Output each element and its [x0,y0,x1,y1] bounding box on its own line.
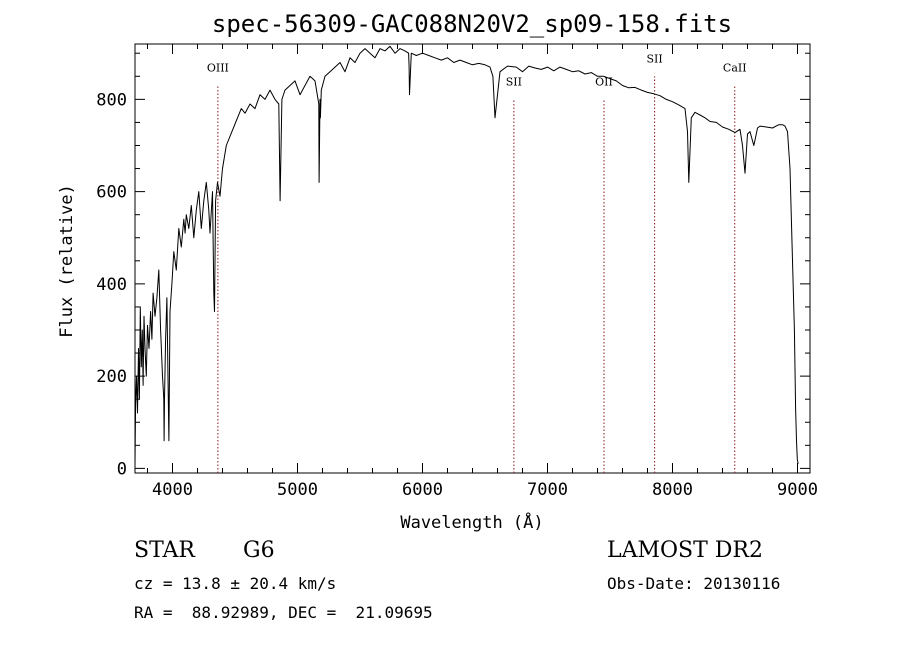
line-marker-label: SII [506,76,522,89]
y-tick-label: 800 [96,90,127,110]
plot-frame [134,43,811,474]
chart-title: spec-56309-GAC088N20V2_sp09-158.fits [212,10,732,38]
coordinates: RA = 88.92989, DEC = 21.09695 [134,603,433,622]
y-axis-label: Flux (relative) [57,184,77,338]
line-marker-label: OII [595,76,613,89]
plot-area: 4000 5000 6000 7000 8000 9000 0 200 400 600 800 OII… [96,43,818,500]
x-tick-label: 4000 [152,480,193,500]
object-subclass: G6 [243,538,275,563]
y-tick-label: 0 [117,459,127,479]
line-marker-label: OIII [207,62,229,75]
x-tick-label: 7000 [527,480,568,500]
y-tick-label: 400 [96,275,127,295]
line-marker-label: CaII [723,62,747,75]
survey-name: LAMOST DR2 [607,538,763,563]
spectrum-line [134,45,799,464]
y-tick-label: 600 [96,183,127,203]
x-tick-label: 6000 [402,480,443,500]
x-tick-label: 5000 [277,480,318,500]
x-axis-label: Wavelength (Å) [400,511,543,533]
observation-date: Obs-Date: 20130116 [607,574,781,593]
object-class: STAR [134,538,195,563]
redshift-velocity: cz = 13.8 ± 20.4 km/s [134,574,337,593]
line-marker-label: SII [647,52,663,65]
y-tick-label: 200 [96,367,127,387]
x-tick-label: 8000 [652,480,693,500]
x-tick-label: 9000 [777,480,818,500]
